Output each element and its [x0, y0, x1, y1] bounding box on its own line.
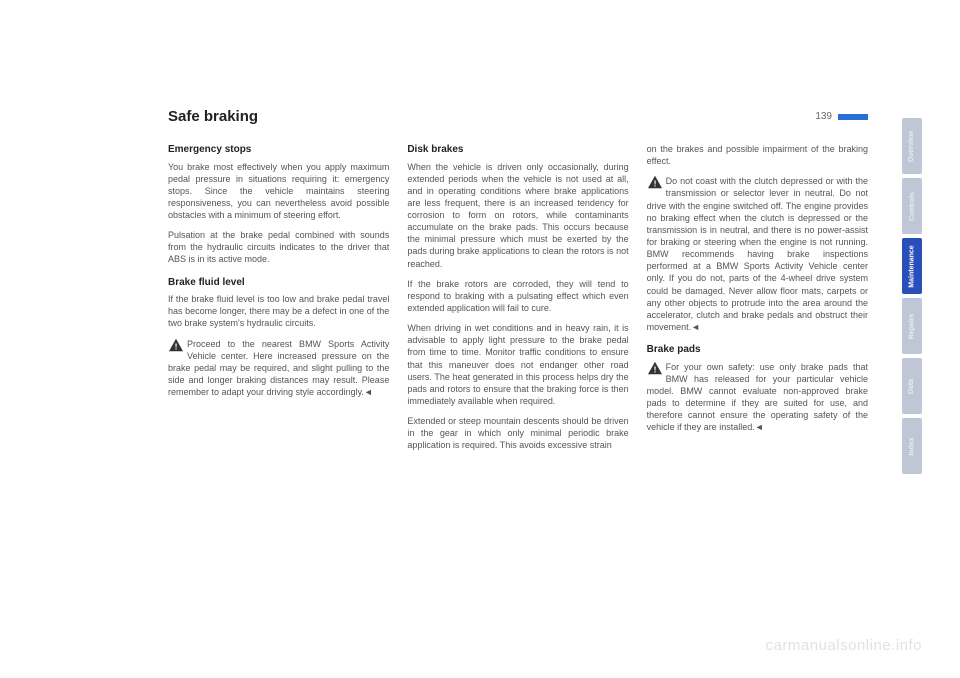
warning-icon: !: [647, 175, 663, 189]
tab-maintenance[interactable]: Maintenance: [902, 238, 922, 294]
body-text: Pulsation at the brake pedal combined wi…: [168, 229, 389, 265]
svg-text:!: !: [653, 179, 656, 189]
warning-note: ! Proceed to the nearest BMW Sports Acti…: [168, 338, 389, 399]
warning-icon: !: [647, 361, 663, 375]
body-text: If the brake rotors are corroded, they w…: [407, 278, 628, 314]
page-header: Safe braking 139: [168, 108, 868, 125]
tab-index[interactable]: Index: [902, 418, 922, 474]
column-1: Emergency stops You brake most effective…: [168, 143, 389, 460]
tab-overview[interactable]: Overview: [902, 118, 922, 174]
warning-note: ! Do not coast with the clutch depressed…: [647, 175, 868, 333]
tab-repairs[interactable]: Repairs: [902, 298, 922, 354]
content-columns: Emergency stops You brake most effective…: [168, 143, 868, 460]
heading-brake-pads: Brake pads: [647, 343, 868, 357]
body-text: Extended or steep mountain descents shou…: [407, 415, 628, 451]
warning-text: Proceed to the nearest BMW Sports Activi…: [168, 339, 389, 398]
tab-label: Maintenance: [909, 245, 916, 287]
warning-text: For your own safety: use only brake pads…: [647, 362, 868, 433]
manual-page: Safe braking 139 Emergency stops You bra…: [168, 108, 868, 578]
tab-label: Index: [908, 437, 915, 455]
header-accent-bar: [838, 114, 868, 120]
svg-text:!: !: [653, 364, 656, 374]
heading-emergency-stops: Emergency stops: [168, 143, 389, 157]
tab-label: Repairs: [909, 313, 916, 339]
heading-brake-fluid-level: Brake fluid level: [168, 276, 389, 290]
warning-icon: !: [168, 338, 184, 352]
watermark-text: carmanualsonline.info: [766, 637, 922, 654]
tab-label: Overview: [909, 130, 916, 161]
body-text: If the brake fluid level is too low and …: [168, 293, 389, 329]
body-text: When the vehicle is driven only occasion…: [407, 161, 628, 270]
tab-controls[interactable]: Controls: [902, 178, 922, 234]
tab-data[interactable]: Data: [902, 358, 922, 414]
column-2: Disk brakes When the vehicle is driven o…: [407, 143, 628, 460]
svg-text:!: !: [175, 341, 178, 351]
body-text: When driving in wet conditions and in he…: [407, 322, 628, 407]
body-text: You brake most effectively when you appl…: [168, 161, 389, 222]
tab-label: Controls: [909, 192, 916, 221]
column-3: on the brakes and possible impairment of…: [647, 143, 868, 460]
warning-note: ! For your own safety: use only brake pa…: [647, 361, 868, 434]
page-title: Safe braking: [168, 108, 815, 125]
section-tabs: Overview Controls Maintenance Repairs Da…: [902, 118, 922, 474]
body-text: on the brakes and possible impairment of…: [647, 143, 868, 167]
heading-disk-brakes: Disk brakes: [407, 143, 628, 157]
warning-text: Do not coast with the clutch depressed o…: [647, 176, 868, 332]
page-number: 139: [815, 111, 832, 122]
tab-label: Data: [909, 378, 916, 393]
